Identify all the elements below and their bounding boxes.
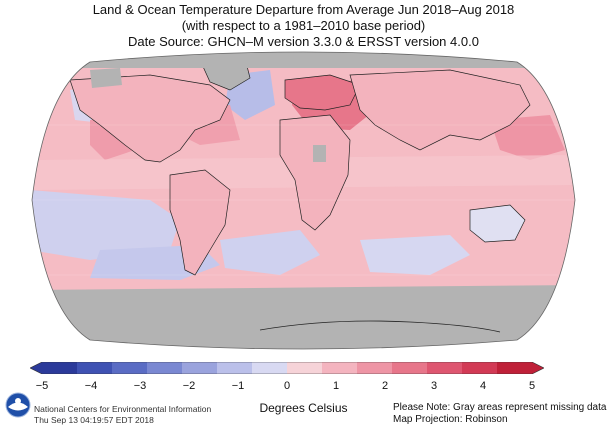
colorbar-min-arrow xyxy=(30,362,42,374)
colorbar-units: Degrees Celsius xyxy=(259,401,348,415)
map-title: Land & Ocean Temperature Departure from … xyxy=(0,2,607,50)
cool-region-south-atlantic xyxy=(220,230,320,275)
warm-region-north-pacific xyxy=(490,115,565,160)
colorbar-tick-label: 4 xyxy=(479,380,487,392)
colorbar-swatch xyxy=(42,362,78,374)
colorbar-svg xyxy=(30,362,544,374)
colorbar-tick-labels: −5 −4 −3 −2 −1 0 1 2 3 4 5 xyxy=(30,380,544,394)
colorbar-swatch xyxy=(252,362,288,374)
note-projection: Map Projection: Robinson xyxy=(393,414,508,425)
missing-data-antarctica xyxy=(32,285,575,349)
north-america xyxy=(69,74,231,163)
south-america xyxy=(169,169,231,276)
continents xyxy=(69,57,531,276)
colorbar-tick-label: −1 xyxy=(231,380,245,392)
robinson-map-svg xyxy=(31,51,576,350)
europe xyxy=(284,74,361,111)
colorbar-tick-label: 1 xyxy=(332,380,340,392)
australia xyxy=(469,204,526,243)
colorbar-swatch xyxy=(147,362,183,374)
credit-org: National Centers for Environmental Infor… xyxy=(34,404,212,414)
colorbar-swatch xyxy=(392,362,428,374)
title-line-3: Date Source: GHCN–M version 3.3.0 & ERSS… xyxy=(128,34,479,49)
colorbar-swatch xyxy=(497,362,533,374)
colorbar-swatch xyxy=(217,362,253,374)
colorbar-tick-label: −3 xyxy=(133,380,147,392)
colorbar-swatch xyxy=(427,362,463,374)
colorbar-swatch xyxy=(112,362,148,374)
credit-timestamp: Thu Sep 13 04:19:57 EDT 2018 xyxy=(34,415,154,425)
missing-data-pacific-north xyxy=(90,68,122,88)
colorbar-swatch xyxy=(182,362,218,374)
colorbar-tick-label: −2 xyxy=(182,380,196,392)
noaa-logo xyxy=(5,392,31,418)
asia xyxy=(349,69,531,151)
note-missing-data: Please Note: Gray areas represent missin… xyxy=(393,402,607,413)
colorbar-swatch xyxy=(287,362,323,374)
title-line-1: Land & Ocean Temperature Departure from … xyxy=(92,2,515,17)
credit-block: National Centers for Environmental Infor… xyxy=(34,404,211,426)
temperature-anomaly-map xyxy=(30,50,577,350)
graticule xyxy=(32,124,575,276)
colorbar-max-arrow xyxy=(532,362,544,374)
colorbar-swatch xyxy=(462,362,498,374)
colorbar-tick-label: 2 xyxy=(381,380,389,392)
colorbar-tick-label: −5 xyxy=(35,380,49,392)
colorbar-tick-label: 5 xyxy=(528,380,536,392)
missing-data-arctic xyxy=(32,52,575,68)
cool-region-sw-pacific xyxy=(32,190,180,260)
colorbar-tick-label: 3 xyxy=(430,380,438,392)
africa xyxy=(279,114,351,231)
noaa-logo-icon xyxy=(5,392,31,418)
colorbar xyxy=(30,362,544,374)
cool-region-indian xyxy=(360,235,470,275)
antarctic-coast xyxy=(259,320,501,333)
colorbar-swatch xyxy=(357,362,393,374)
globe-outline xyxy=(31,51,576,350)
missing-data-sahara xyxy=(313,145,326,162)
colorbar-swatch xyxy=(77,362,113,374)
notes-block: Please Note: Gray areas represent missin… xyxy=(393,402,606,426)
colorbar-swatch xyxy=(322,362,358,374)
colorbar-tick-label: −4 xyxy=(84,380,98,392)
title-line-2: (with respect to a 1981–2010 base period… xyxy=(181,18,426,33)
colorbar-tick-label: 0 xyxy=(283,380,291,392)
